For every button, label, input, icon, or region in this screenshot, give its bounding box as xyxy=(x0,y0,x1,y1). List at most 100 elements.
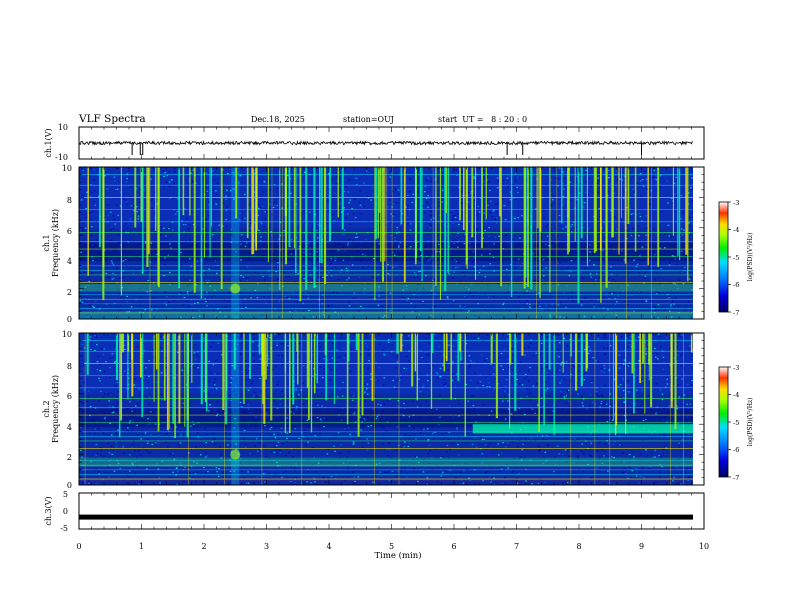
spectrogram-speckle xyxy=(79,279,81,281)
spectrogram-speckle xyxy=(383,377,386,379)
spectrogram-speckle xyxy=(429,262,432,264)
spectrogram-speckle xyxy=(92,186,94,188)
spectrogram-speckle xyxy=(347,451,350,453)
spectrogram-speckle xyxy=(452,219,454,221)
spectrogram-speckle xyxy=(358,276,361,278)
spectrogram-speckle xyxy=(680,218,682,220)
spectrogram-speckle xyxy=(563,379,565,381)
spectrogram-speckle xyxy=(334,257,337,259)
spectrogram-speckle xyxy=(159,336,162,338)
spectrogram-speckle xyxy=(681,378,683,380)
spectrogram-speckle xyxy=(604,247,606,249)
spectrogram-speckle xyxy=(238,477,240,480)
spectrogram-speckle xyxy=(688,476,690,478)
spectrogram-speckle xyxy=(163,227,165,229)
spectrogram-speckle xyxy=(690,187,692,189)
spectrogram-speckle xyxy=(232,172,235,174)
spectrogram-speckle xyxy=(115,408,118,410)
spectrogram-speckle xyxy=(428,462,431,464)
spectrogram-speckle xyxy=(449,343,451,345)
spectrogram-speckle xyxy=(686,416,689,418)
spectrogram-speckle xyxy=(424,191,426,193)
spectrogram-speckle xyxy=(406,476,408,478)
spectrogram-speckle xyxy=(515,257,518,259)
spectrogram-speckle xyxy=(582,250,585,252)
spectrogram-speckle xyxy=(598,171,601,173)
spectrogram-speckle xyxy=(159,334,161,336)
spectrogram-speckle xyxy=(374,238,377,240)
spectrogram-speckle xyxy=(469,292,471,294)
spectrogram-speckle xyxy=(229,243,232,245)
spectrogram-speckle xyxy=(419,310,422,312)
spectrogram-speckle xyxy=(674,483,677,485)
spectrogram-speckle xyxy=(234,411,237,414)
spectrogram-speckle xyxy=(512,198,515,200)
spectrogram-speckle xyxy=(657,358,659,360)
spectrogram-speckle xyxy=(383,354,386,356)
spectrogram-speckle xyxy=(533,280,536,282)
spectrogram-speckle xyxy=(597,299,599,301)
spectrogram-speckle xyxy=(588,420,591,422)
spectrogram-speckle xyxy=(274,473,276,475)
spectrogram-speckle xyxy=(504,349,506,351)
spectrogram-speckle xyxy=(433,333,435,335)
spectrogram-speckle xyxy=(204,193,206,195)
spectrogram-speckle xyxy=(256,476,259,478)
spectrogram-speckle xyxy=(672,282,675,284)
spectrogram-speckle xyxy=(166,175,169,177)
spectrogram-speckle xyxy=(93,179,95,181)
spectrogram-speckle xyxy=(309,254,311,256)
spectrogram-speckle xyxy=(267,271,270,273)
spectrogram-speckle xyxy=(102,335,105,338)
spectrogram-speckle xyxy=(210,372,212,374)
spectrogram-speckle xyxy=(433,338,436,340)
spectrogram-speckle xyxy=(323,416,325,418)
spectrogram-speckle xyxy=(338,243,340,245)
spectrogram-speckle xyxy=(437,243,440,245)
spectrogram-speckle xyxy=(443,224,445,226)
spectrogram-speckle xyxy=(559,382,561,384)
spectrogram-speckle xyxy=(254,403,256,405)
spectrogram-speckle xyxy=(290,411,292,413)
spectrogram-speckle xyxy=(155,411,157,413)
spectrogram-speckle xyxy=(632,289,634,291)
spectrogram-speckle xyxy=(470,193,472,195)
spectrogram-speckle xyxy=(369,192,372,194)
spectrogram-speckle xyxy=(131,427,133,429)
spectrogram-speckle xyxy=(110,445,113,447)
spectrogram-speckle xyxy=(588,446,591,448)
spectrogram-speckle xyxy=(226,206,228,208)
spectrogram-speckle xyxy=(435,285,438,287)
spectrogram-speckle xyxy=(389,265,391,267)
spectrogram-speckle xyxy=(611,419,614,421)
spectrogram-speckle xyxy=(256,297,259,299)
spectrogram-speckle xyxy=(100,306,102,308)
spectrogram-speckle xyxy=(267,270,270,272)
spectrogram-speckle xyxy=(448,186,450,188)
spectrogram-speckle xyxy=(458,223,460,226)
spectrogram-speckle xyxy=(586,394,588,396)
spectrogram-speckle xyxy=(366,336,368,338)
spectrogram-speckle xyxy=(208,201,211,203)
spectrogram-speckle xyxy=(273,339,275,341)
spectrogram-speckle xyxy=(111,304,114,306)
spectrogram-speckle xyxy=(510,369,512,371)
spectrogram-speckle xyxy=(301,298,304,300)
spectrogram-speckle xyxy=(212,341,214,343)
spectrogram-speckle xyxy=(659,368,662,370)
spectrogram-speckle xyxy=(692,212,693,215)
spectrogram-speckle xyxy=(407,204,410,206)
spectrogram-speckle xyxy=(626,444,628,447)
spectrogram-speckle xyxy=(375,379,377,381)
spectrogram-speckle xyxy=(448,457,450,459)
spectrogram-speckle xyxy=(372,198,375,200)
spectrogram-speckle xyxy=(633,235,636,238)
spectrogram-speckle xyxy=(493,367,495,369)
spectrogram-speckle xyxy=(390,226,392,228)
spectrogram-speckle xyxy=(125,199,127,201)
spectrogram-speckle xyxy=(89,212,92,214)
spectrogram-speckle xyxy=(106,187,109,189)
spectrogram-speckle xyxy=(146,438,148,440)
spectrogram-speckle xyxy=(513,294,516,296)
spectrogram-speckle xyxy=(645,178,648,180)
